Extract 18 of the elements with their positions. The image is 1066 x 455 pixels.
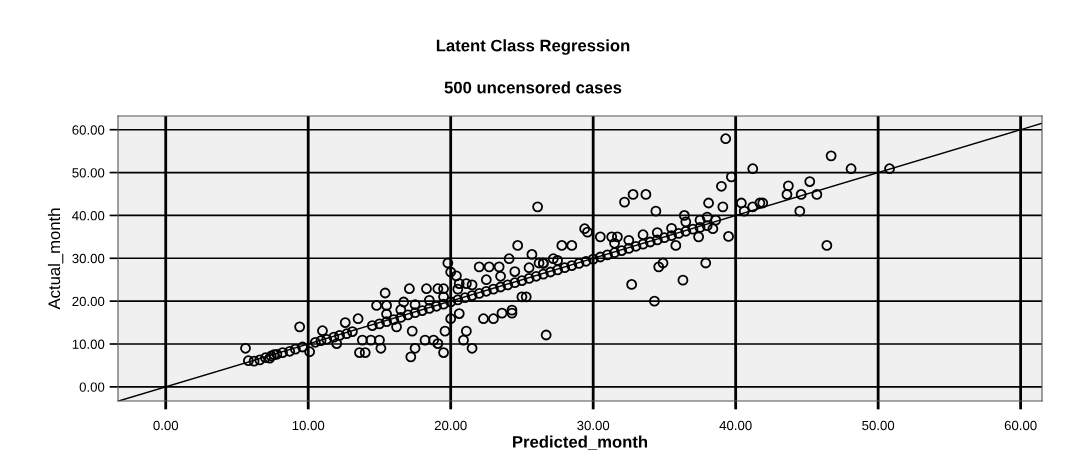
y-tick-label: 30.00 <box>72 253 105 264</box>
x-axis-title: Predicted_month <box>513 435 648 450</box>
y-axis-title: Actual_month <box>47 208 64 310</box>
x-tick-label: 40.00 <box>719 420 752 431</box>
y-tick-label: 60.00 <box>72 125 105 135</box>
y-tick-label: 0.00 <box>79 382 105 392</box>
x-tick-label: 60.00 <box>1004 420 1037 431</box>
x-tick-label: 20.00 <box>434 420 467 431</box>
y-tick-label: 10.00 <box>72 339 105 349</box>
x-tick-label: 0.00 <box>153 420 179 431</box>
y-tick-label: 20.00 <box>72 296 105 307</box>
x-tick-label: 30.00 <box>577 420 610 431</box>
x-tick-label: 50.00 <box>862 420 895 431</box>
chart-subtitle: 500 uncensored cases <box>444 81 622 94</box>
chart-title: Latent Class Regression <box>436 39 630 55</box>
y-tick-label: 40.00 <box>72 211 105 221</box>
y-tick-label: 50.00 <box>72 168 105 178</box>
x-tick-label: 10.00 <box>292 420 325 431</box>
